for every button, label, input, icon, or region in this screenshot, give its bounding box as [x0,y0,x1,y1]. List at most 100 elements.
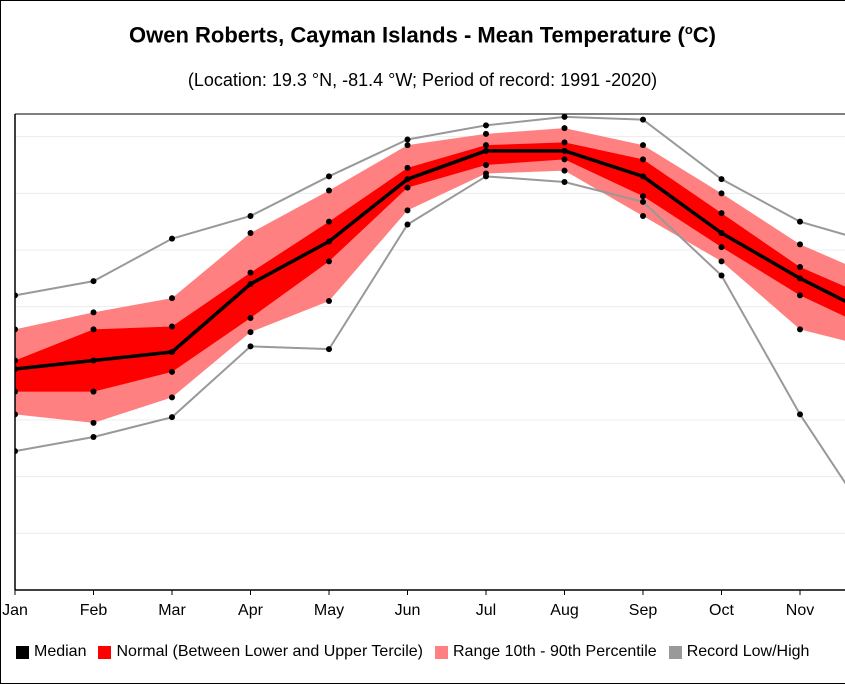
point-record_high [90,278,97,285]
x-tick-label: Feb [80,602,108,619]
point-upper_tercile [640,156,646,163]
x-tick-label: Nov [786,602,814,619]
point-median [797,275,803,282]
point-lower_tercile [247,315,254,321]
point-record_high [404,136,411,143]
chart-title: Owen Roberts, Cayman Islands - Mean Temp… [128,22,716,48]
x-tick-label: Aug [550,602,578,619]
legend-swatch-record [668,645,682,659]
point-upper_tercile [561,139,568,146]
record-high-line [15,115,845,297]
point-lower_tercile [718,244,725,251]
point-p10 [561,167,568,174]
point-record_high [718,176,725,183]
x-tick-label: Oct [709,602,734,619]
x-tick-label: Apr [238,602,264,619]
point-p90 [169,295,175,302]
percentile-range-band [15,128,845,423]
point-p10 [404,207,411,214]
point-p10 [326,298,332,304]
point-median [483,147,489,154]
point-upper_tercile [718,210,725,217]
point-median [247,281,254,287]
point-record_low [640,198,646,205]
point-lower_tercile [640,193,646,200]
median-line [15,149,845,371]
point-lower_tercile [90,388,97,395]
point-lower_tercile [326,258,332,265]
point-record_low [561,179,568,185]
point-p90 [90,309,97,316]
legend-swatch-range [435,645,448,659]
point-upper_tercile [404,164,411,171]
point-p90 [561,125,568,132]
tercile-normal-band [15,142,845,392]
plot-area [15,113,845,485]
chart-subtitle: (Location: 19.3 °N, -81.4 °W; Period of … [187,70,658,90]
legend-label-median: Median [34,643,87,660]
point-record_high [169,235,175,242]
point-record_low [90,434,97,440]
legend-label-range: Range 10th - 90th Percentile [453,643,657,660]
point-record_low [169,414,175,421]
legend-swatch-median [16,645,29,659]
point-upper_tercile [247,269,254,276]
point-lower_tercile [797,292,803,299]
legend-label-record: Record Low/High [686,643,810,660]
point-record_high [561,113,568,120]
point-median [640,173,646,180]
point-record_high [797,218,803,225]
point-record_low [247,343,254,350]
legend-swatch-normal [98,645,112,659]
point-record_low [718,272,725,279]
point-lower_tercile [483,162,489,168]
record-low-line [15,175,845,485]
point-upper_tercile [483,142,489,149]
point-median [718,230,725,236]
point-record_high [640,116,646,123]
point-p10 [797,326,803,333]
x-tick-label: Mar [158,602,186,619]
point-p10 [718,258,725,265]
point-lower_tercile [169,368,175,375]
legend: Median Normal (Between Lower and Upper T… [16,642,821,662]
point-p90 [797,241,803,248]
point-p90 [718,190,725,197]
legend-item-normal: Normal (Between Lower and Upper Tercile) [98,643,423,661]
x-tick-label: Jun [395,602,421,619]
point-p90 [326,187,332,194]
legend-item-range: Range 10th - 90th Percentile [435,643,657,661]
point-median [326,238,332,245]
point-record_low [797,411,803,418]
point-record_low [483,173,489,180]
point-p10 [169,394,175,401]
point-p90 [404,142,411,149]
point-p10 [247,329,254,336]
point-upper_tercile [797,264,803,270]
point-upper_tercile [169,323,175,330]
point-upper_tercile [90,326,97,333]
point-record_high [247,213,254,219]
x-tick-label: May [314,602,344,619]
point-p90 [483,130,489,137]
point-lower_tercile [404,184,411,191]
point-p10 [90,419,97,426]
x-tick-label: Sep [629,602,658,619]
point-record_low [326,346,332,353]
legend-item-record: Record Low/High [668,643,810,661]
point-median [169,349,175,355]
point-median [90,357,97,364]
point-upper_tercile [326,218,332,225]
point-p10 [640,213,646,219]
legend-label-normal: Normal (Between Lower and Upper Tercile) [116,643,423,660]
point-median [404,176,411,183]
point-record_high [326,173,332,180]
point-p90 [247,230,254,236]
legend-item-median: Median [16,643,86,661]
point-record_low [404,221,411,228]
x-tick-label: Jan [2,602,28,619]
x-tick-label: Jul [476,602,496,619]
point-lower_tercile [561,156,568,163]
point-record_high [483,122,489,129]
point-p90 [640,142,646,149]
